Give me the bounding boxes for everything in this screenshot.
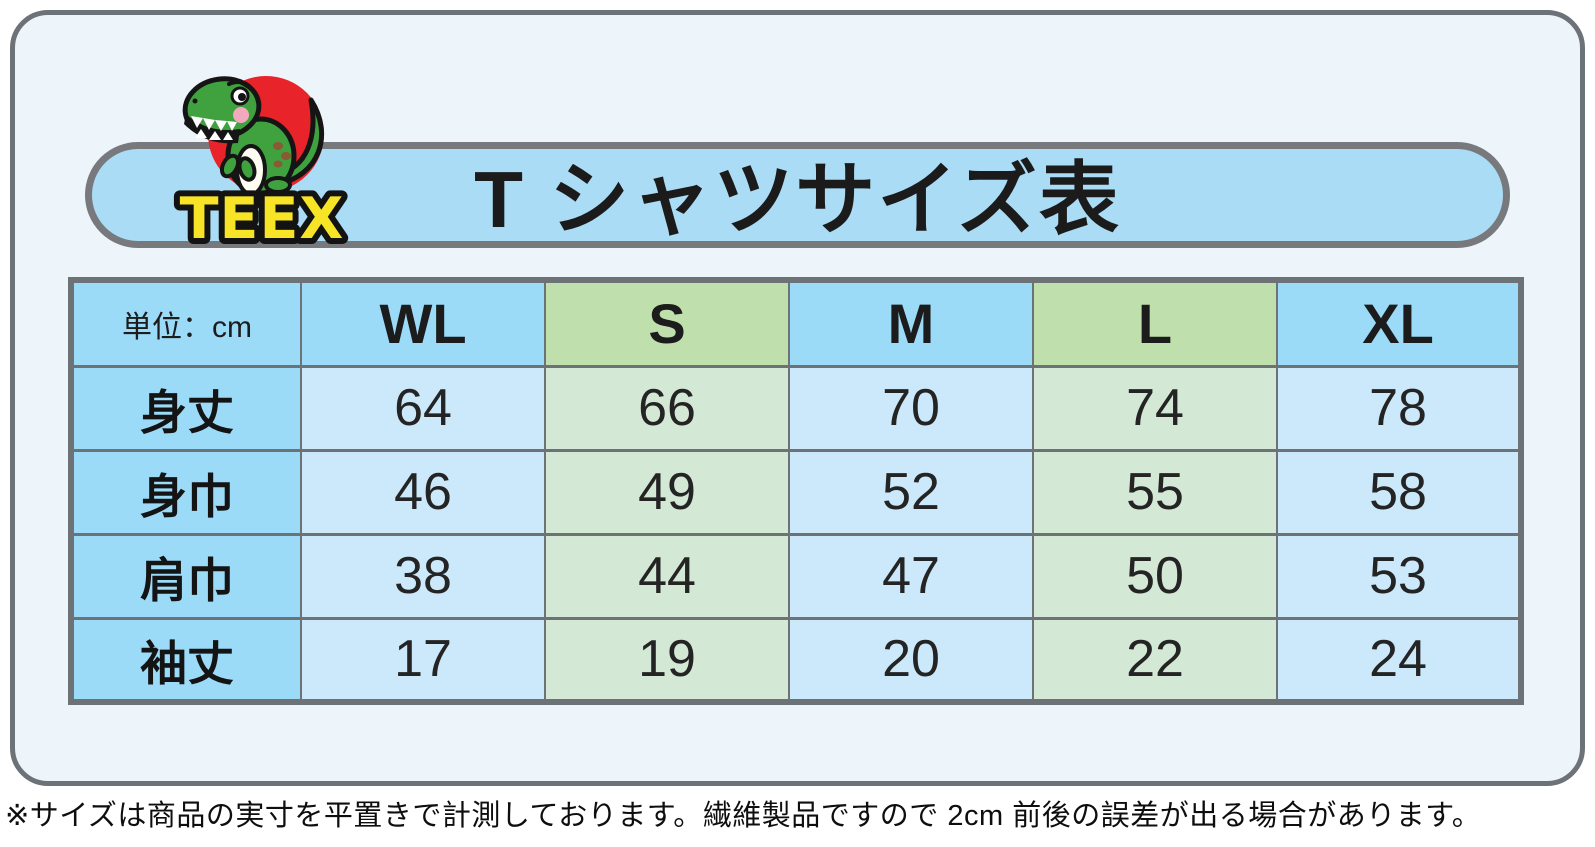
row-label-shoulder-width: 肩巾 — [70, 532, 302, 620]
size-table: 単位：cm WL S M L XL 身丈 64 66 70 74 78 身巾 4… — [68, 277, 1524, 705]
table-header-row: 単位：cm WL S M L XL — [70, 278, 1522, 368]
value-cell: 44 — [544, 532, 790, 620]
value-cell: 74 — [1032, 364, 1278, 452]
value-cell: 50 — [1032, 532, 1278, 620]
value-cell: 64 — [300, 364, 546, 452]
col-header-l: L — [1032, 278, 1278, 368]
table-row-body-width: 身巾 46 49 52 55 58 — [70, 448, 1522, 536]
value-cell: 17 — [300, 616, 546, 704]
value-cell: 20 — [788, 616, 1034, 704]
row-label-body-length: 身丈 — [70, 364, 302, 452]
value-cell: 53 — [1276, 532, 1522, 620]
value-cell: 70 — [788, 364, 1034, 452]
row-label-body-width: 身巾 — [70, 448, 302, 536]
value-cell: 24 — [1276, 616, 1522, 704]
col-header-s: S — [544, 278, 790, 368]
page-title: T シャツサイズ表 — [474, 155, 1121, 244]
value-cell: 78 — [1276, 364, 1522, 452]
table-row-body-length: 身丈 64 66 70 74 78 — [70, 364, 1522, 452]
table-row-shoulder-width: 肩巾 38 44 47 50 53 — [70, 532, 1522, 620]
value-cell: 49 — [544, 448, 790, 536]
dinosaur-icon — [182, 76, 325, 196]
table-row-sleeve-length: 袖丈 17 19 20 22 24 — [70, 616, 1522, 704]
value-cell: 46 — [300, 448, 546, 536]
col-header-m: M — [788, 278, 1034, 368]
teex-dinosaur-logo: TEEX — [174, 76, 349, 248]
value-cell: 66 — [544, 364, 790, 452]
value-cell: 22 — [1032, 616, 1278, 704]
col-header-wl: WL — [300, 278, 546, 368]
col-header-xl: XL — [1276, 278, 1522, 368]
value-cell: 58 — [1276, 448, 1522, 536]
title-banner: T シャツサイズ表 — [85, 142, 1510, 248]
brand-wordmark: TEEX — [180, 186, 345, 248]
value-cell: 38 — [300, 532, 546, 620]
unit-label-cell: 単位：cm — [70, 278, 302, 368]
value-cell: 55 — [1032, 448, 1278, 536]
row-label-sleeve-length: 袖丈 — [70, 616, 302, 704]
value-cell: 19 — [544, 616, 790, 704]
measurement-disclaimer: ※サイズは商品の実寸を平置きで計測しております。繊維製品ですので 2cm 前後の… — [5, 800, 1482, 832]
value-cell: 47 — [788, 532, 1034, 620]
value-cell: 52 — [788, 448, 1034, 536]
